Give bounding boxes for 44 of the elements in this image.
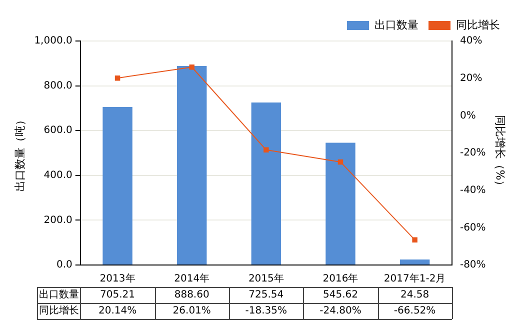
y2-tick-label: -40% bbox=[460, 184, 486, 196]
y-tick-label: 200.0 bbox=[44, 214, 72, 226]
legend-label: 同比增长 bbox=[456, 18, 500, 32]
point bbox=[189, 64, 194, 70]
data-label: 705.21 bbox=[100, 290, 136, 301]
y2-tick-label: -60% bbox=[460, 222, 486, 234]
bar bbox=[251, 102, 282, 264]
y2-tick-label: -80% bbox=[460, 260, 486, 271]
x-tick-label: 2014年 bbox=[174, 272, 210, 285]
point bbox=[114, 75, 120, 81]
y-tick-label: 1,000.0 bbox=[34, 36, 72, 47]
bar bbox=[102, 107, 132, 264]
data-label: -66.52% bbox=[394, 306, 436, 317]
x-tick-label: 2013年 bbox=[100, 272, 136, 285]
y2-tick-label: -20% bbox=[460, 148, 486, 159]
y2-tick-label: 20% bbox=[460, 72, 482, 84]
x-tick-label: 2017年1-2月 bbox=[384, 272, 446, 285]
data-label: 545.62 bbox=[322, 290, 358, 301]
data-label: 20.14% bbox=[98, 306, 137, 317]
y-tick-label: 400.0 bbox=[44, 170, 72, 181]
data-label: -24.80% bbox=[320, 306, 362, 317]
y2-tick-label: 40% bbox=[460, 36, 482, 47]
y-axis-title: 出口数量（吨） bbox=[13, 114, 26, 192]
x-tick-label: 2016年 bbox=[322, 272, 358, 285]
data-label: 26.01% bbox=[172, 306, 211, 317]
y2-axis-title: 同比增长（%） bbox=[494, 114, 507, 192]
bar bbox=[400, 259, 430, 264]
data-label: 888.60 bbox=[174, 290, 210, 301]
text: 出口数量 bbox=[39, 290, 79, 301]
x-tick-label: 2015年 bbox=[248, 272, 284, 285]
data-label: -18.35% bbox=[245, 306, 288, 317]
point bbox=[412, 237, 418, 242]
y-tick-label: 0.0 bbox=[56, 260, 72, 271]
y2-tick-label: 0% bbox=[460, 110, 476, 122]
data-label: 725.54 bbox=[248, 290, 284, 301]
y-tick-label: 600.0 bbox=[44, 125, 72, 136]
data-label: 24.58 bbox=[400, 290, 430, 301]
point bbox=[338, 159, 344, 165]
y-tick-label: 800.0 bbox=[44, 80, 72, 92]
bar bbox=[326, 142, 356, 264]
legend-label: 出口数量 bbox=[374, 18, 418, 32]
bar bbox=[176, 66, 207, 264]
point bbox=[264, 147, 269, 153]
text: 同比增长 bbox=[39, 306, 79, 317]
